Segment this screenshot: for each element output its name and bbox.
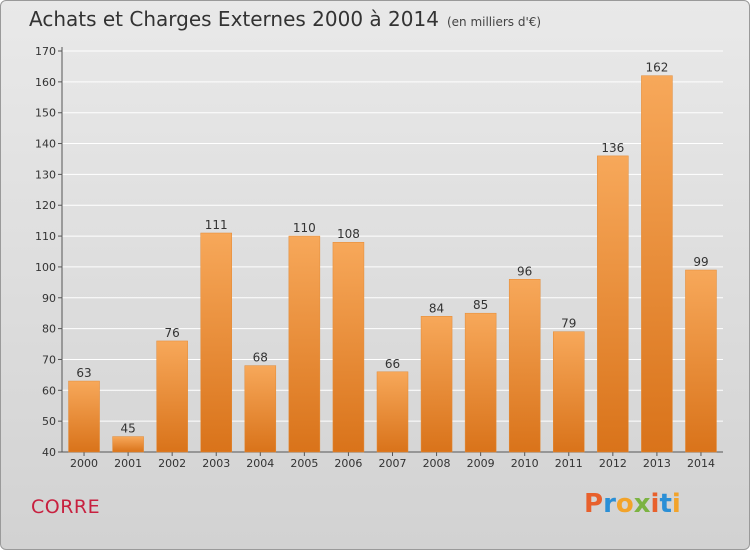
y-tick-label: 120 bbox=[35, 199, 56, 212]
data-labels: 63 45 76 111 68 110 108 66 84 85 96 79 136 162 99 bbox=[76, 61, 708, 436]
brand-letter: i bbox=[671, 489, 681, 519]
value-label-2002: 76 bbox=[165, 326, 180, 340]
x-tick-label-2012: 2012 bbox=[599, 457, 627, 470]
bar-2014 bbox=[685, 269, 717, 453]
value-label-2001: 45 bbox=[120, 422, 135, 436]
value-label-2014: 99 bbox=[693, 255, 708, 269]
bars bbox=[68, 75, 717, 453]
x-tick-label-2013: 2013 bbox=[643, 457, 671, 470]
bar-2010 bbox=[508, 279, 541, 453]
brand-letter: r bbox=[603, 489, 616, 519]
x-tick-label-2005: 2005 bbox=[290, 457, 318, 470]
y-tick-label: 100 bbox=[35, 261, 56, 274]
y-tick-label: 80 bbox=[42, 323, 56, 336]
x-tick-label-2010: 2010 bbox=[511, 457, 539, 470]
y-tick-label: 90 bbox=[42, 292, 56, 305]
brand-letter: P bbox=[584, 489, 604, 519]
bar-2008 bbox=[420, 316, 453, 453]
value-label-2000: 63 bbox=[76, 366, 91, 380]
x-tick-label-2014: 2014 bbox=[687, 457, 715, 470]
x-tick-label-2000: 2000 bbox=[70, 457, 98, 470]
x-tick-label-2009: 2009 bbox=[467, 457, 495, 470]
x-tick-label-2007: 2007 bbox=[379, 457, 407, 470]
bar-2002 bbox=[156, 340, 188, 453]
bar-2001 bbox=[112, 436, 144, 453]
bar-2004 bbox=[244, 365, 277, 453]
x-tick-label-2008: 2008 bbox=[423, 457, 451, 470]
y-tick-label: 60 bbox=[42, 384, 56, 397]
chart-title-text: Achats et Charges Externes 2000 à 2014 bbox=[29, 7, 439, 31]
y-tick-label: 160 bbox=[35, 76, 56, 89]
bar-2003 bbox=[200, 232, 232, 453]
value-label-2011: 79 bbox=[561, 317, 576, 331]
y-tick-label: 110 bbox=[35, 230, 56, 243]
value-label-2006: 108 bbox=[337, 227, 360, 241]
value-label-2007: 66 bbox=[385, 357, 400, 371]
y-tick-label: 50 bbox=[42, 415, 56, 428]
bar-2007 bbox=[376, 371, 409, 453]
bar-2005 bbox=[288, 235, 321, 453]
value-label-2009: 85 bbox=[473, 298, 488, 312]
chart-title: Achats et Charges Externes 2000 à 2014 (e… bbox=[29, 7, 541, 31]
x-tick-label-2002: 2002 bbox=[158, 457, 186, 470]
value-label-2004: 68 bbox=[253, 351, 268, 365]
value-label-2012: 136 bbox=[601, 141, 624, 155]
x-tick-label-2011: 2011 bbox=[555, 457, 583, 470]
value-label-2010: 96 bbox=[517, 264, 532, 278]
x-tick-label-2004: 2004 bbox=[246, 457, 274, 470]
bar-2013 bbox=[641, 75, 673, 453]
x-tick-label-2006: 2006 bbox=[334, 457, 362, 470]
brand-letter: o bbox=[615, 489, 634, 519]
bar-2009 bbox=[464, 312, 497, 453]
value-label-2008: 84 bbox=[429, 301, 444, 315]
x-tick-label-2001: 2001 bbox=[114, 457, 142, 470]
bar-2000 bbox=[68, 380, 100, 453]
y-tick-label: 40 bbox=[42, 446, 56, 459]
bar-2011 bbox=[553, 331, 585, 453]
chart-subtitle: (en milliers d'€) bbox=[446, 15, 542, 29]
bar-2012 bbox=[597, 155, 629, 453]
y-tick-label: 130 bbox=[35, 168, 56, 181]
town-name: CORRE bbox=[31, 496, 101, 518]
value-label-2003: 111 bbox=[205, 218, 228, 232]
y-tick-label: 170 bbox=[35, 45, 56, 58]
bar-2006 bbox=[332, 241, 365, 453]
brand-logo: Proxiti bbox=[584, 489, 681, 519]
y-tick-label: 70 bbox=[42, 353, 56, 366]
y-tick-label: 150 bbox=[35, 107, 56, 120]
x-tick-label-2003: 2003 bbox=[202, 457, 230, 470]
brand-letter: i bbox=[650, 489, 660, 519]
brand-letter: t bbox=[659, 489, 672, 519]
value-label-2005: 110 bbox=[293, 221, 316, 235]
y-tick-label: 140 bbox=[35, 138, 56, 151]
value-label-2013: 162 bbox=[645, 61, 668, 75]
axes: 40 50 60 70 80 90 100 110 120 130 140 150 160 170 2000… bbox=[35, 45, 723, 470]
brand-letter: x bbox=[633, 489, 651, 519]
